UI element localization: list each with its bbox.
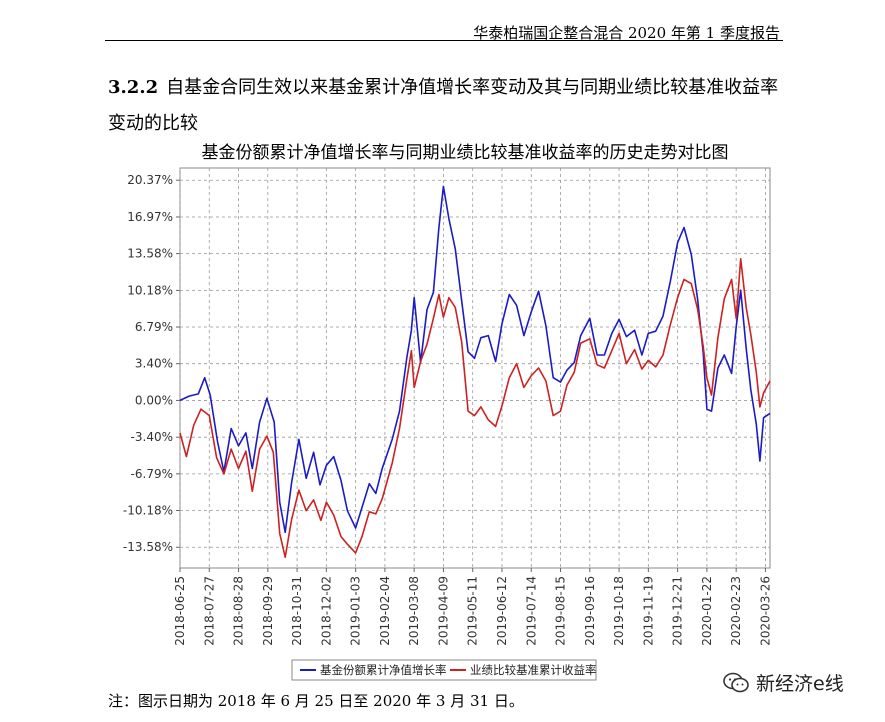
y-tick-label: 13.58% (127, 247, 173, 261)
y-tick-label: -10.18% (123, 503, 173, 517)
y-tick-label: 16.97% (127, 210, 173, 224)
y-tick-label: 0.00% (135, 393, 173, 407)
section-heading: 3.2.2 自基金合同生效以来基金累计净值增长率变动及其与同期业绩比较基准收益率 … (108, 70, 798, 142)
x-tick-label: 2019-12-21 (671, 576, 685, 646)
y-tick-label: 10.18% (127, 283, 173, 297)
legend-label-1: 基金份额累计净值增长率 (320, 663, 447, 677)
section-number: 3.2.2 (108, 77, 159, 98)
x-tick-label: 2019-07-14 (524, 576, 538, 646)
legend-box (291, 659, 597, 681)
x-tick-label: 2019-06-12 (495, 576, 509, 646)
x-tick-label: 2018-10-31 (290, 576, 304, 646)
section-title-line1: 自基金合同生效以来基金累计净值增长率变动及其与同期业绩比较基准收益率 (166, 77, 779, 98)
x-tick-label: 2018-07-27 (202, 576, 216, 646)
report-header-title: 华泰柏瑞国企整合混合 2020 年第 1 季度报告 (473, 24, 780, 42)
x-tick-label: 2019-03-08 (407, 576, 421, 646)
x-tick-label: 2019-08-15 (554, 576, 568, 646)
watermark-text: 新经济e线 (756, 673, 844, 695)
x-tick-label: 2019-11-19 (641, 576, 655, 646)
x-tick-label: 2018-12-02 (319, 576, 333, 646)
watermark: 新经济e线 (722, 669, 844, 696)
x-tick-label: 2020-03-26 (758, 576, 772, 646)
y-tick-label: -13.58% (123, 540, 173, 554)
x-tick-label: 2019-05-11 (466, 576, 480, 646)
x-tick-label: 2019-02-04 (378, 576, 392, 646)
series-line-1 (179, 185, 771, 534)
x-tick-label: 2019-09-16 (583, 576, 597, 646)
x-tick-label: 2019-04-09 (436, 576, 450, 646)
y-tick-label: 20.37% (127, 173, 173, 187)
plot-area (179, 167, 771, 569)
x-tick-label: 2019-01-03 (349, 576, 363, 646)
header-rule (105, 40, 783, 41)
x-tick-label: 2018-08-28 (232, 576, 246, 646)
wechat-icon (722, 672, 750, 694)
legend-label-2: 业绩比较基准累计收益率 (470, 663, 597, 677)
y-tick-label: 3.40% (135, 357, 173, 371)
y-tick-label: -3.40% (131, 430, 173, 444)
series-line-2 (179, 258, 771, 558)
section-title-line2: 变动的比较 (108, 113, 198, 134)
y-tick-label: 6.79% (135, 320, 173, 334)
x-tick-label: 2019-10-18 (612, 576, 626, 646)
x-tick-label: 2020-01-22 (700, 576, 714, 646)
chart-note: 注：图示日期为 2018 年 6 月 25 日至 2020 年 3 月 31 日… (108, 692, 524, 710)
chart-title: 基金份额累计净值增长率与同期业绩比较基准收益率的历史走势对比图 (201, 143, 729, 163)
x-tick-label: 2018-09-29 (261, 576, 275, 646)
y-tick-label: -6.79% (131, 467, 173, 481)
x-tick-label: 2018-06-25 (173, 576, 187, 646)
x-tick-label: 2020-02-23 (729, 576, 743, 646)
